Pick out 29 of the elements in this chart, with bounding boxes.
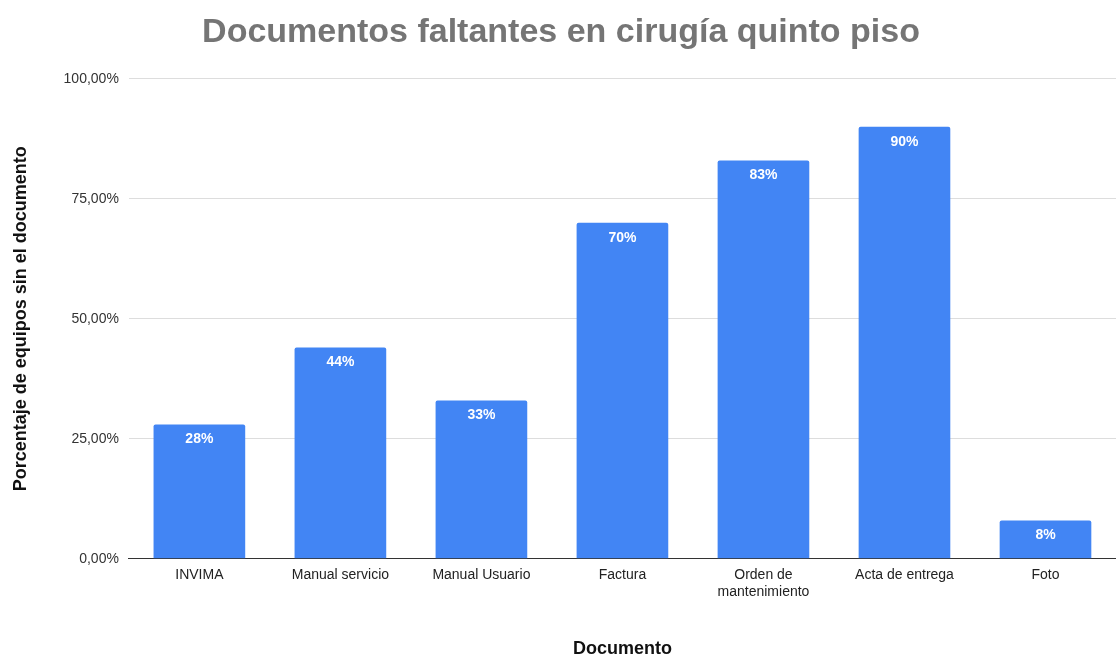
x-tick-label: Foto bbox=[1031, 566, 1060, 583]
y-tick-label: 75,00% bbox=[71, 189, 119, 206]
data-label: 83% bbox=[749, 166, 779, 183]
bar bbox=[999, 520, 1092, 559]
y-tick-label: 100,00% bbox=[63, 69, 119, 86]
x-tick-label: INVIMA bbox=[175, 566, 225, 583]
x-tick-label: Acta de entrega bbox=[855, 566, 955, 583]
data-label: 28% bbox=[185, 430, 214, 447]
data-label: 8% bbox=[1035, 526, 1057, 543]
bar bbox=[435, 400, 528, 559]
x-tick-label: Manual servicio bbox=[291, 566, 390, 583]
x-tick-label: Orden de mantenimiento bbox=[717, 566, 810, 599]
data-label: 70% bbox=[608, 228, 637, 245]
bar bbox=[294, 347, 387, 559]
bar bbox=[153, 424, 246, 559]
data-label: 44% bbox=[326, 353, 355, 370]
bar bbox=[858, 126, 951, 559]
x-tick-label: Manual Usuario bbox=[432, 566, 531, 583]
bar bbox=[576, 222, 669, 559]
y-tick-label: 0,00% bbox=[79, 549, 119, 566]
chart-title: Documentos faltantes en cirugía quinto piso bbox=[202, 10, 920, 49]
x-tick-label: Factura bbox=[598, 566, 647, 583]
y-tick-label: 50,00% bbox=[71, 309, 119, 326]
data-label: 90% bbox=[890, 132, 920, 149]
bar bbox=[717, 160, 810, 559]
y-axis-title: Porcentaje de equipos sin el documento bbox=[9, 146, 30, 492]
x-axis-title: Documento bbox=[572, 638, 672, 659]
data-label: 33% bbox=[467, 406, 496, 423]
y-tick-label: 25,00% bbox=[71, 429, 119, 446]
